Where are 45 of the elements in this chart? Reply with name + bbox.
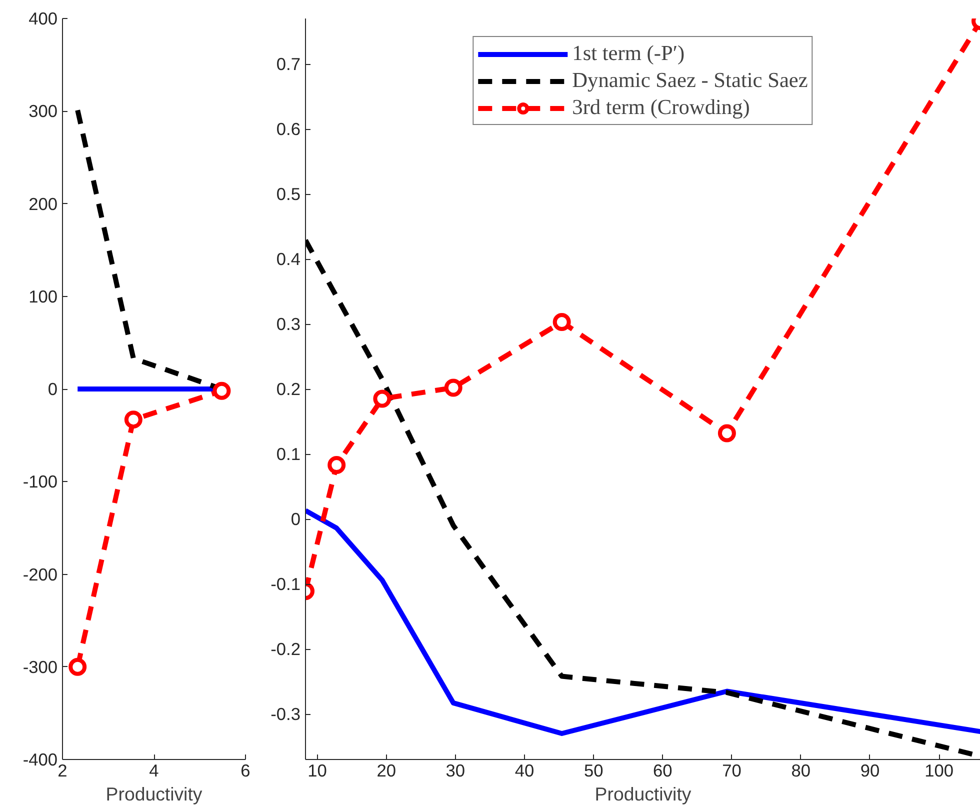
- y-tick-label: -400: [22, 750, 58, 770]
- y-tick-label: 0.5: [276, 184, 301, 204]
- x-tick-label: 80: [791, 760, 811, 780]
- x-tick-label: 2: [58, 760, 68, 780]
- point: [212, 382, 231, 400]
- y-tick-label: 0.3: [276, 314, 301, 334]
- y-tick-label: 0.7: [276, 54, 301, 74]
- x-tick-label: 70: [722, 760, 742, 780]
- y-tick-label: -300: [22, 656, 58, 677]
- x-tick-label: 60: [653, 760, 672, 780]
- y-tick-label: 0: [290, 509, 301, 529]
- x-tick-label: 4: [149, 760, 160, 780]
- point: [68, 658, 87, 676]
- x-tick-label: 6: [240, 760, 250, 780]
- y-tick-label: -0.3: [270, 704, 300, 724]
- x-tick-label: 90: [860, 760, 880, 780]
- y-tick-label: 0: [48, 379, 58, 399]
- legend-label: 3rd term (Crowding): [572, 95, 750, 120]
- point: [444, 378, 462, 397]
- x-tick-label: 30: [446, 760, 466, 780]
- y-tick-label: 200: [28, 194, 58, 214]
- x-axis-title: Productivity: [106, 784, 203, 804]
- point: [373, 390, 392, 408]
- legend-label: 1st term (-P′): [572, 41, 685, 66]
- point: [328, 456, 346, 474]
- point: [124, 410, 142, 429]
- y-tick-label: 300: [28, 101, 58, 122]
- x-tick-label: 100: [924, 760, 954, 780]
- x-axis-title: Productivity: [594, 784, 692, 804]
- y-tick-label: -100: [22, 472, 58, 492]
- y-tick-label: 0.6: [276, 119, 301, 139]
- point: [552, 313, 571, 332]
- y-tick-label: 0.1: [276, 444, 301, 464]
- y-tick-label: 400: [28, 8, 58, 28]
- x-tick-label: 50: [584, 760, 604, 780]
- y-tick-label: -200: [22, 564, 58, 584]
- legend-label: Dynamic Saez - Static Saez: [572, 68, 808, 93]
- x-tick-label: 20: [376, 760, 396, 780]
- y-tick-label: 0.2: [276, 379, 301, 399]
- y-tick-label: -0.1: [270, 574, 300, 594]
- y-tick-label: 100: [28, 286, 58, 306]
- y-tick-label: 0.4: [276, 249, 301, 269]
- x-tick-label: 40: [514, 760, 534, 780]
- y-tick-label: -0.2: [270, 639, 300, 659]
- x-tick-label: 10: [308, 760, 327, 780]
